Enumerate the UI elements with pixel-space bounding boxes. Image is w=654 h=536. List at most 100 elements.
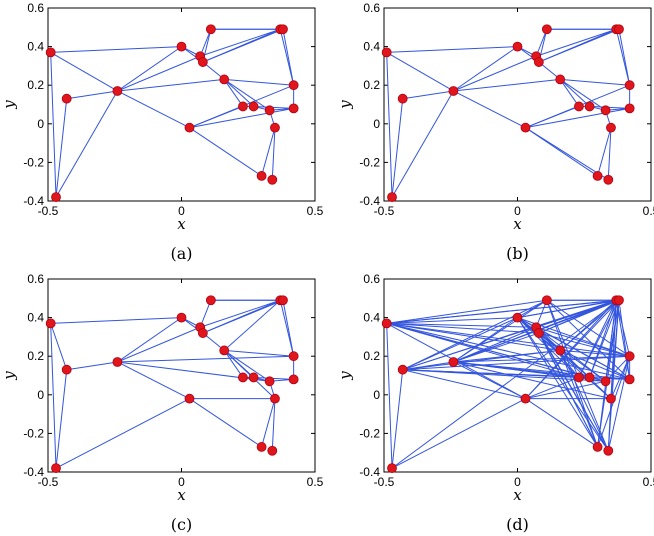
y-tick-label: -0.4 xyxy=(359,465,380,479)
graph-node xyxy=(574,372,584,383)
graph-edge xyxy=(607,300,620,451)
y-tick-label: -0.4 xyxy=(23,465,44,479)
graph-node xyxy=(614,24,624,35)
graph-edge xyxy=(589,376,630,380)
y-tick-label: 0.6 xyxy=(27,1,44,15)
graph-node xyxy=(592,171,603,181)
y-tick-label: -0.4 xyxy=(23,194,44,208)
y-axis-label: y xyxy=(0,371,18,381)
graph-node xyxy=(614,295,624,306)
graph-edge xyxy=(117,46,182,92)
graph-node xyxy=(256,171,267,181)
graph-node xyxy=(600,105,611,116)
y-tick-label: 0.6 xyxy=(363,1,380,15)
graph-node xyxy=(176,41,187,52)
y-tick-label: 0 xyxy=(373,117,380,131)
graph-node xyxy=(541,24,552,35)
graph-edge xyxy=(559,79,580,107)
graph-edge xyxy=(517,317,599,448)
graph-edge xyxy=(261,398,276,448)
graph-edge xyxy=(453,349,561,363)
graph-node xyxy=(112,357,123,367)
graph-edge xyxy=(618,300,631,380)
graph-node xyxy=(45,47,56,58)
graph-node xyxy=(624,374,635,385)
graph-node xyxy=(397,93,408,104)
graph-edge xyxy=(386,322,606,382)
graph-edge xyxy=(453,355,630,363)
x-tick-label: 0 xyxy=(178,475,185,489)
graph-edge xyxy=(386,299,547,324)
graph-node xyxy=(248,101,259,112)
graph-node xyxy=(45,318,56,329)
x-tick-label: -0.5 xyxy=(374,475,395,489)
y-tick-label: -0.2 xyxy=(359,155,380,169)
x-axis-label: x xyxy=(177,486,186,504)
graph-edge xyxy=(597,127,612,177)
graph-node xyxy=(264,376,275,387)
graph-edge xyxy=(50,46,182,53)
graph-node xyxy=(256,442,267,452)
graph-edge xyxy=(525,398,598,448)
graph-node xyxy=(238,372,248,383)
y-tick-label: 0.4 xyxy=(27,40,44,54)
graph-edge xyxy=(525,380,606,400)
graph-edge xyxy=(189,107,294,129)
graph-edge xyxy=(55,90,118,198)
graph-edge xyxy=(200,299,281,328)
graph-node xyxy=(278,24,288,35)
graph-edge xyxy=(224,78,294,86)
graph-node xyxy=(219,345,230,356)
graph-edge xyxy=(223,349,270,382)
graph-edge xyxy=(391,398,526,469)
graph-edge xyxy=(55,98,68,198)
graph-edge xyxy=(386,322,537,328)
graph-edge xyxy=(66,90,118,100)
graph-edge xyxy=(386,51,454,92)
y-tick-label: 0 xyxy=(37,117,44,131)
graph-edge xyxy=(202,299,284,334)
x-tick-label: -0.5 xyxy=(38,204,59,218)
graph-edge xyxy=(50,52,57,198)
graph-edge xyxy=(453,361,526,400)
graph-edge xyxy=(223,79,254,107)
graph-edge xyxy=(453,361,630,380)
x-tick-label: 0.5 xyxy=(643,475,654,489)
graph-edge xyxy=(607,356,631,451)
graph-node xyxy=(603,445,614,456)
graph-edge xyxy=(546,300,599,448)
graph-edge xyxy=(605,355,631,382)
graph-edge xyxy=(517,299,548,319)
graph-node xyxy=(387,463,397,474)
graph-edge xyxy=(386,322,539,334)
graph-edge xyxy=(391,98,404,198)
x-tick-label: 0.5 xyxy=(307,475,324,489)
graph-edge xyxy=(66,361,118,371)
graph-node xyxy=(387,192,397,203)
graph-edge xyxy=(610,355,631,399)
x-tick-label: -0.5 xyxy=(374,204,395,218)
x-axis-label: x xyxy=(513,215,522,233)
graph-edge xyxy=(117,55,201,92)
y-tick-label: -0.2 xyxy=(23,155,44,169)
y-tick-label: 0.4 xyxy=(363,311,380,325)
graph-edge xyxy=(50,323,57,469)
graph-node xyxy=(238,101,248,112)
graph-node xyxy=(448,357,459,367)
graph-edge xyxy=(117,361,190,400)
graph-edge xyxy=(535,326,612,400)
x-tick-label: 0 xyxy=(514,204,521,218)
chart-panel: -0.5 0 0.5 0.6 0.4 0.2 0 -0.2 -0.4 x y (a) xyxy=(0,1,324,263)
y-tick-label: -0.2 xyxy=(23,426,44,440)
graph-node xyxy=(248,372,259,383)
graph-node xyxy=(555,345,566,356)
graph-node xyxy=(61,93,72,104)
graph-node xyxy=(112,86,123,96)
graph-edge xyxy=(50,323,68,370)
graph-edge xyxy=(282,29,295,86)
graph-edge xyxy=(223,78,270,111)
graph-node xyxy=(61,364,72,375)
graph-edge xyxy=(618,29,631,86)
graph-edge xyxy=(117,326,201,363)
graph-edge xyxy=(386,322,561,351)
